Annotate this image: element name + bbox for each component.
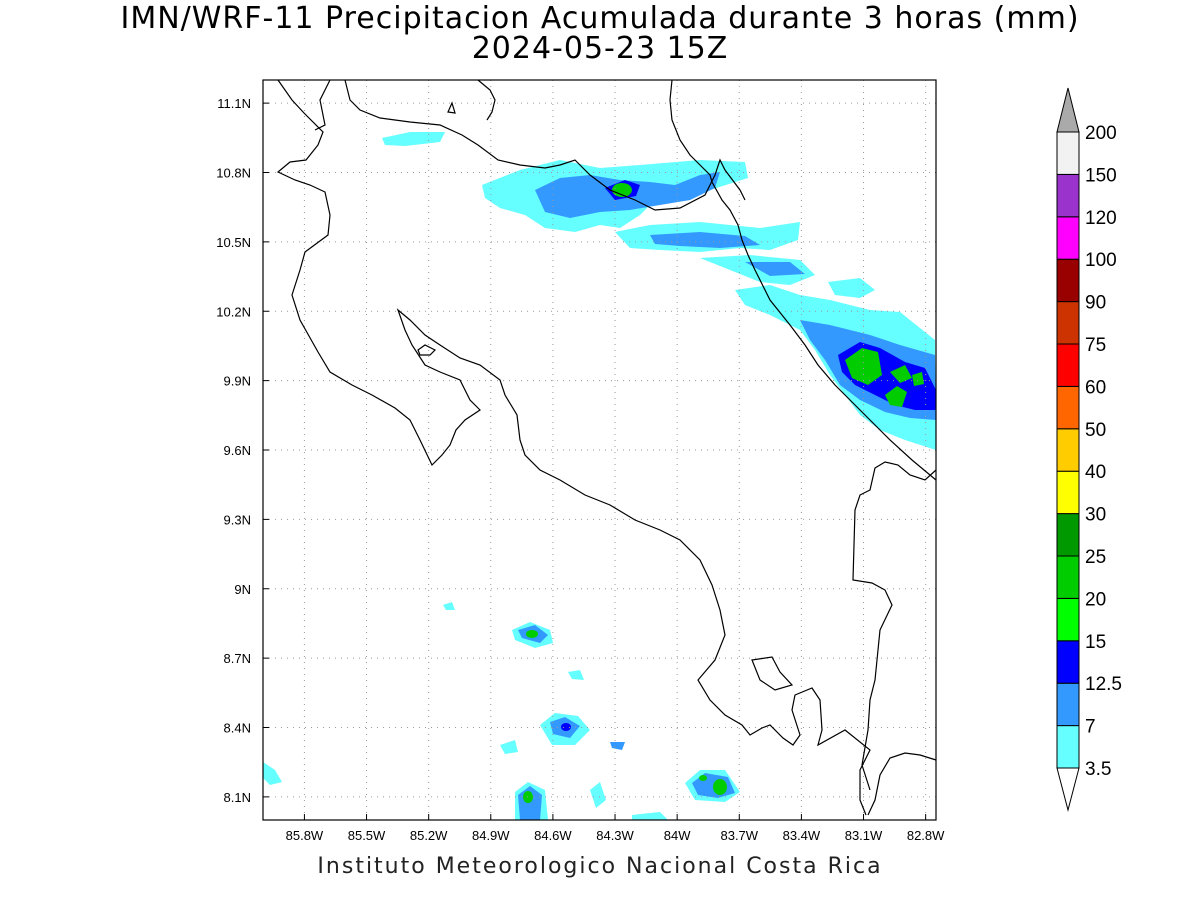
- precip-core: [612, 183, 632, 197]
- x-tick-label: 84.9W: [472, 828, 510, 843]
- y-tick-label: 10.2N: [216, 304, 251, 319]
- precip-area-light: [382, 132, 445, 146]
- y-tick-label: 10.5N: [216, 235, 251, 250]
- nicaragua-pacific-coast: [276, 79, 871, 816]
- precip-area-light: [263, 762, 282, 785]
- footer-credit: Instituto Meteorologico Nacional Costa R…: [317, 854, 883, 879]
- colorbar-min-arrow: [1056, 767, 1080, 812]
- colorbar-level-label: 60: [1085, 377, 1106, 398]
- panama-coast: [867, 752, 937, 816]
- colorbar-swatch: [1056, 682, 1080, 727]
- colorbar-swatch: [1056, 725, 1080, 769]
- precip-area-light: [828, 278, 875, 298]
- colorbar-level-label: 90: [1085, 293, 1106, 314]
- lake-shore: [417, 344, 437, 356]
- x-tick-label: 85.2W: [410, 828, 448, 843]
- precip-area-light: [610, 742, 625, 750]
- x-tick-label: 83.4W: [783, 828, 821, 843]
- precip-area-light: [632, 812, 668, 820]
- colorbar-level-label: 50: [1085, 420, 1106, 441]
- panama-border: [852, 461, 937, 791]
- y-tick-label: 8.1N: [224, 790, 251, 805]
- colorbar-swatch: [1056, 640, 1080, 684]
- precip-core: [699, 775, 707, 781]
- precip-core: [845, 348, 882, 385]
- map-title: IMN/WRF-11 Precipitacion Acumulada duran…: [120, 1, 1080, 36]
- precip-area-mid: [745, 262, 805, 276]
- colorbar-level-label: 200: [1085, 123, 1117, 144]
- gulf-coast: [751, 656, 794, 691]
- precip-area-light: [500, 740, 518, 754]
- island: [447, 101, 456, 114]
- y-tick-label: 10.8N: [216, 166, 251, 181]
- caribbean-coast: [669, 79, 937, 481]
- x-tick-label: 84.6W: [534, 828, 572, 843]
- precip-area-light: [590, 782, 606, 808]
- y-tick-label: 9.9N: [224, 374, 251, 389]
- colorbar-swatch: [1056, 470, 1080, 515]
- river-ish: [477, 79, 496, 121]
- colorbar-level-label: 40: [1085, 462, 1106, 483]
- colorbar-level-label: 25: [1085, 547, 1106, 568]
- nicaragua-border: [344, 79, 746, 211]
- colorbar-swatch: [1056, 173, 1080, 218]
- x-tick-label: 85.5W: [348, 828, 386, 843]
- colorbar-swatch: [1056, 555, 1080, 599]
- colorbar-level-label: 3.5: [1085, 759, 1111, 780]
- precip-area-heavy: [561, 723, 571, 731]
- colorbar-swatch: [1056, 385, 1080, 430]
- x-tick-label: 84.3W: [596, 828, 634, 843]
- colorbar-swatch: [1056, 131, 1080, 175]
- colorbar-swatch: [1056, 216, 1080, 260]
- precip-core: [912, 372, 924, 386]
- x-tick-label: 83.7W: [720, 828, 758, 843]
- colorbar-swatch: [1056, 343, 1080, 387]
- y-tick-label: 9.6N: [224, 443, 251, 458]
- precip-field: [263, 132, 936, 820]
- y-tick-label: 11.1N: [217, 96, 251, 111]
- lat-lon-grid: [263, 80, 936, 820]
- precip-core: [890, 365, 912, 383]
- x-tick-label: 85.8W: [286, 828, 324, 843]
- colorbar-level-label: 100: [1085, 250, 1117, 271]
- precip-core: [526, 630, 538, 638]
- y-tick-label: 9.3N: [224, 512, 251, 527]
- colorbar-level-label: 30: [1085, 505, 1106, 526]
- colorbar-level-label: 15: [1085, 632, 1106, 653]
- colorbar-swatch: [1056, 428, 1080, 472]
- colorbar-level-label: 120: [1085, 208, 1117, 229]
- precip-area-light: [568, 670, 584, 680]
- x-tick-label: 83.1W: [845, 828, 883, 843]
- precip-core: [713, 779, 727, 795]
- colorbar-swatch: [1056, 513, 1080, 557]
- y-tick-label: 8.4N: [224, 721, 251, 736]
- colorbar-level-label: 7: [1085, 717, 1096, 738]
- coastline: [276, 79, 937, 816]
- lake-nicaragua-shore: [314, 79, 331, 131]
- precip-area-light: [443, 602, 455, 610]
- colorbar-swatch: [1056, 301, 1080, 345]
- colorbar-max-arrow: [1056, 87, 1080, 133]
- x-tick-label: 84W: [664, 828, 691, 843]
- map-datetime: 2024-05-23 15Z: [471, 31, 729, 66]
- precip-core: [885, 386, 907, 407]
- colorbar-swatch: [1056, 597, 1080, 642]
- colorbar-level-label: 75: [1085, 335, 1106, 356]
- colorbar-level-label: 150: [1085, 165, 1117, 186]
- axis-ticks: 85.8W 85.5W 85.2W 84.9W 84.6W 84.3W 84W 83.7W 83…: [216, 96, 945, 843]
- colorbar: 3.5 7 12.5 15 20 25 30 40 50 60 75 90 100 120 150 200: [1056, 87, 1122, 812]
- y-tick-label: 9N: [234, 582, 251, 597]
- colorbar-swatch: [1056, 258, 1080, 303]
- x-tick-label: 82.8W: [907, 828, 945, 843]
- y-tick-label: 8.7N: [224, 651, 251, 666]
- colorbar-level-label: 20: [1085, 589, 1106, 610]
- colorbar-level-label: 12.5: [1085, 674, 1122, 695]
